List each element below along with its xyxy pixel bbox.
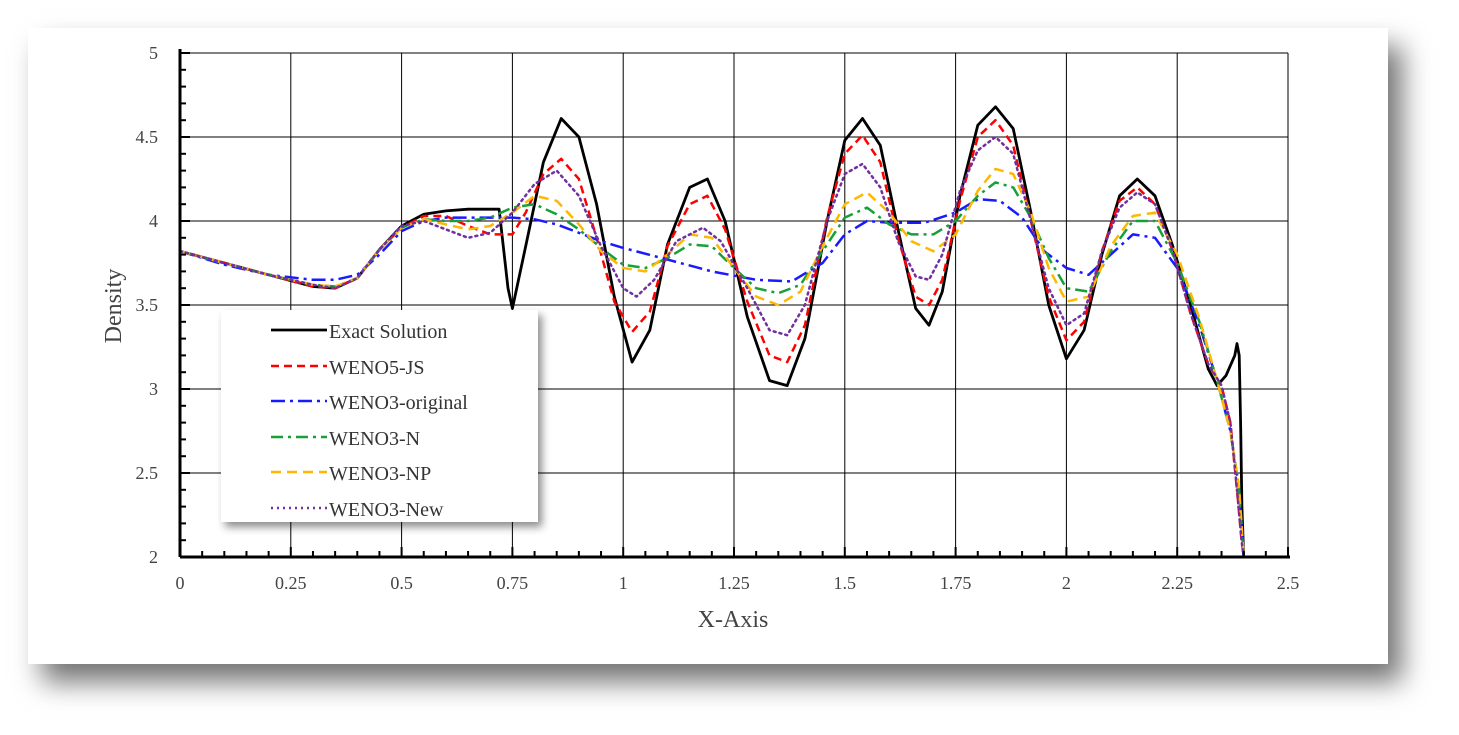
series-line-weno3-np bbox=[179, 167, 1245, 558]
x-axis-title: X-Axis bbox=[698, 607, 769, 633]
y-tick-label: 4.5 bbox=[136, 127, 159, 147]
y-tick-label: 3.5 bbox=[136, 295, 159, 315]
legend-item: WENO3-original bbox=[221, 389, 538, 425]
legend-swatch bbox=[271, 435, 327, 438]
x-tick-label: 2.5 bbox=[1277, 573, 1300, 593]
legend-swatch bbox=[271, 364, 327, 367]
y-tick-label: 3 bbox=[149, 379, 158, 399]
x-tick-label: 1.5 bbox=[834, 573, 857, 593]
series-line-weno3-original bbox=[179, 197, 1245, 558]
series-layer bbox=[178, 105, 1246, 559]
legend-item: WENO3-New bbox=[221, 496, 538, 532]
series-line-weno3-n bbox=[179, 181, 1245, 558]
legend-item: WENO3-N bbox=[221, 425, 538, 461]
x-tick-label: 0.5 bbox=[390, 573, 413, 593]
series-line-exact-solution bbox=[179, 105, 1246, 558]
y-tick-label: 2.5 bbox=[136, 463, 159, 483]
legend-label: Exact Solution bbox=[329, 321, 448, 343]
x-tick-label: 0.75 bbox=[497, 573, 529, 593]
legend-label: WENO5-JS bbox=[329, 356, 425, 379]
legend-item: WENO3-NP bbox=[221, 460, 538, 496]
series-line-weno3-new bbox=[178, 135, 1245, 559]
legend-swatch bbox=[271, 399, 327, 403]
x-tick-label: 2 bbox=[1062, 573, 1071, 593]
y-tick-label: 2 bbox=[149, 547, 158, 567]
x-tick-label: 1.75 bbox=[940, 573, 972, 593]
legend-label: WENO3-N bbox=[329, 427, 421, 450]
legend-swatch bbox=[271, 328, 327, 332]
legend-swatch bbox=[271, 470, 327, 474]
legend-item: WENO5-JS bbox=[221, 354, 538, 390]
x-tick-label: 0.25 bbox=[275, 573, 307, 593]
series-line-weno5-js bbox=[179, 118, 1245, 558]
axes bbox=[178, 49, 1290, 559]
x-tick-label: 1 bbox=[619, 573, 628, 593]
legend-item: Exact Solution bbox=[221, 318, 538, 354]
x-tick-label: 0 bbox=[176, 573, 185, 593]
x-tick-label: 1.25 bbox=[718, 573, 750, 593]
x-tick-label: 2.25 bbox=[1161, 573, 1193, 593]
grid-lines bbox=[179, 52, 1289, 558]
legend-label: WENO3-NP bbox=[329, 463, 432, 485]
y-axis-title: Density bbox=[101, 269, 127, 344]
y-tick-label: 4 bbox=[149, 211, 158, 231]
legend-label: WENO3-original bbox=[329, 392, 468, 414]
legend-label: WENO3-New bbox=[329, 498, 444, 521]
tick-labels: 0 0.25 0.5 0.75 1 1.25 1.5 1.75 2 2.25 2.5 2 2.5 3 3.5… bbox=[136, 43, 1300, 593]
y-tick-label: 5 bbox=[149, 43, 158, 63]
legend-swatch bbox=[271, 506, 327, 509]
legend: Exact Solution WENO5-JS WENO3-original WENO… bbox=[221, 310, 538, 522]
